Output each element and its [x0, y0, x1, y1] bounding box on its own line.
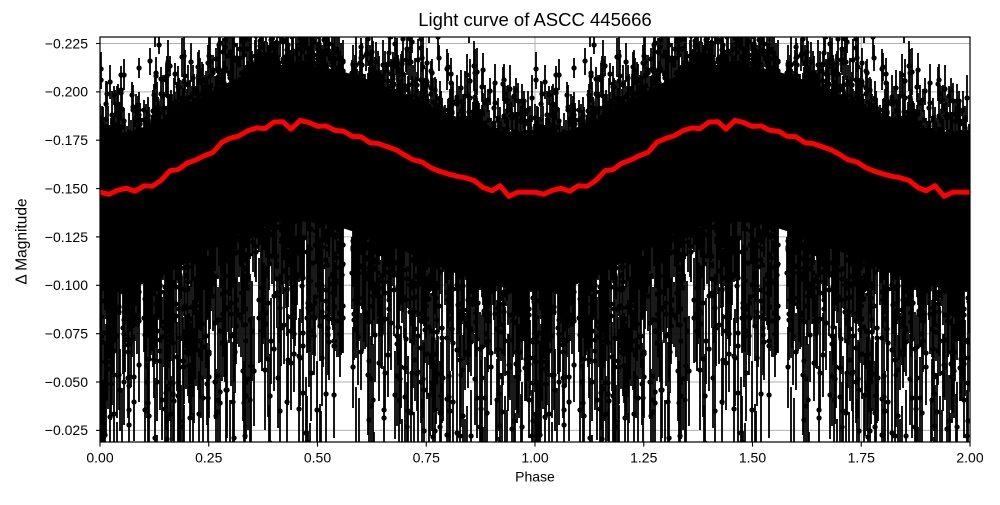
svg-text:−0.150: −0.150 [45, 180, 88, 196]
svg-text:2.00: 2.00 [956, 450, 983, 466]
svg-text:−0.050: −0.050 [45, 374, 88, 390]
svg-text:−0.200: −0.200 [45, 84, 88, 100]
svg-text:−0.025: −0.025 [45, 422, 88, 438]
svg-text:0.75: 0.75 [413, 450, 440, 466]
svg-text:Δ Magnitude: Δ Magnitude [14, 198, 31, 284]
svg-text:Light curve of ASCC 445666: Light curve of ASCC 445666 [418, 9, 651, 30]
svg-text:1.00: 1.00 [521, 450, 548, 466]
svg-text:−0.100: −0.100 [45, 277, 88, 293]
svg-text:0.25: 0.25 [195, 450, 222, 466]
svg-text:1.25: 1.25 [630, 450, 657, 466]
svg-text:−0.075: −0.075 [45, 326, 88, 342]
svg-text:Phase: Phase [515, 469, 555, 485]
svg-text:−0.175: −0.175 [45, 132, 88, 148]
svg-text:−0.125: −0.125 [45, 229, 88, 245]
svg-text:1.75: 1.75 [848, 450, 875, 466]
svg-text:0.50: 0.50 [304, 450, 331, 466]
svg-text:−0.225: −0.225 [45, 35, 88, 51]
svg-text:0.00: 0.00 [86, 450, 113, 466]
svg-text:1.50: 1.50 [739, 450, 766, 466]
